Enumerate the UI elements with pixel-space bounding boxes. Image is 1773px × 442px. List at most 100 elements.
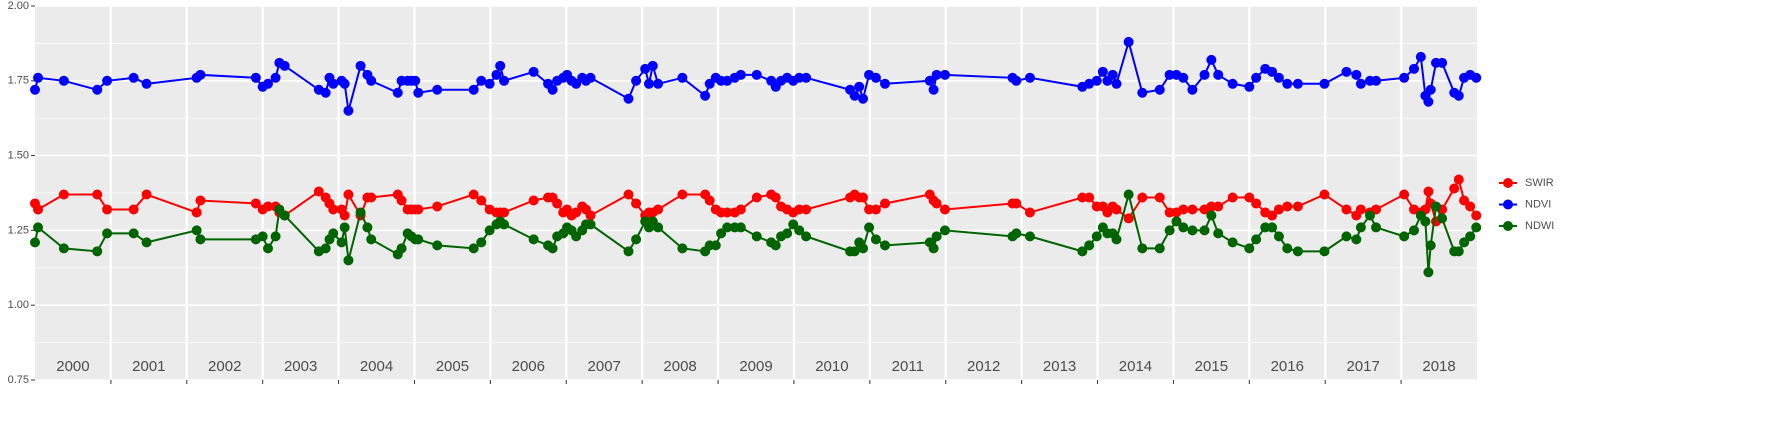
point: [1319, 246, 1330, 257]
y-tick-label: 1.25: [8, 224, 29, 236]
point: [1351, 234, 1362, 245]
point: [1154, 84, 1165, 95]
point: [1453, 90, 1464, 101]
point: [1251, 234, 1262, 245]
point: [270, 72, 281, 83]
point: [924, 75, 935, 86]
point: [1227, 237, 1238, 248]
year-label: 2000: [56, 358, 89, 375]
point: [623, 246, 634, 257]
point: [547, 84, 558, 95]
point: [1364, 210, 1375, 221]
point: [710, 240, 721, 251]
point: [1273, 231, 1284, 242]
point: [250, 198, 261, 209]
point: [653, 78, 664, 89]
point: [1244, 81, 1255, 92]
point: [33, 204, 44, 215]
series: [30, 189, 1482, 278]
point: [623, 93, 634, 104]
point: [355, 60, 366, 71]
point: [1319, 78, 1330, 89]
point: [864, 204, 875, 215]
point: [30, 237, 40, 248]
point: [279, 60, 290, 71]
point: [1292, 201, 1303, 212]
legend-label: NDVI: [1525, 198, 1551, 210]
point: [468, 243, 479, 254]
point: [1341, 231, 1352, 242]
point: [195, 234, 206, 245]
point: [858, 192, 869, 203]
point: [1273, 204, 1284, 215]
point: [476, 195, 487, 206]
point: [1355, 78, 1366, 89]
point: [1244, 243, 1255, 254]
point: [262, 78, 273, 89]
legend-key: [1503, 221, 1513, 231]
point: [1024, 231, 1035, 242]
point: [931, 231, 942, 242]
point: [1206, 54, 1217, 65]
point: [1319, 189, 1330, 200]
point: [362, 222, 373, 233]
point: [1077, 246, 1088, 257]
point: [343, 189, 354, 200]
point: [432, 84, 443, 95]
point: [623, 189, 634, 200]
point: [1465, 201, 1476, 212]
point: [1154, 192, 1165, 203]
point: [413, 204, 424, 215]
point: [1178, 222, 1189, 233]
point: [931, 198, 942, 209]
point: [92, 189, 103, 200]
point: [1171, 216, 1182, 227]
point: [410, 75, 421, 86]
point: [1437, 57, 1448, 68]
point: [1178, 72, 1189, 83]
point: [328, 78, 339, 89]
point: [1123, 36, 1134, 47]
point: [432, 201, 443, 212]
point: [751, 69, 762, 80]
year-label: 2005: [436, 358, 469, 375]
point: [1137, 192, 1148, 203]
point: [1091, 75, 1102, 86]
point: [1465, 231, 1476, 242]
point: [1011, 228, 1022, 239]
point: [770, 192, 781, 203]
point: [1415, 51, 1426, 62]
point: [468, 189, 479, 200]
point: [58, 75, 69, 86]
point: [1111, 234, 1122, 245]
point: [413, 87, 424, 98]
point: [1282, 78, 1293, 89]
point: [631, 234, 642, 245]
year-label: 2009: [739, 358, 772, 375]
point: [92, 246, 103, 257]
legend-key: [1503, 199, 1513, 210]
year-label: 2014: [1119, 358, 1152, 375]
point: [328, 204, 339, 215]
point: [1471, 72, 1482, 83]
point: [870, 204, 881, 215]
point: [677, 243, 688, 254]
point: [1431, 201, 1442, 212]
point: [355, 207, 366, 218]
point: [343, 105, 354, 116]
point: [1453, 246, 1464, 257]
point: [1187, 225, 1198, 236]
point: [1187, 84, 1198, 95]
y-tick-label: 1.75: [8, 75, 29, 87]
point: [647, 60, 658, 71]
point: [1423, 267, 1434, 278]
point: [191, 207, 202, 218]
year-label: 2017: [1346, 358, 1379, 375]
point: [677, 72, 688, 83]
point: [499, 207, 510, 218]
point: [782, 228, 793, 239]
year-label: 2003: [284, 358, 317, 375]
point: [1137, 243, 1148, 254]
point: [1409, 63, 1420, 74]
point: [1420, 216, 1431, 227]
